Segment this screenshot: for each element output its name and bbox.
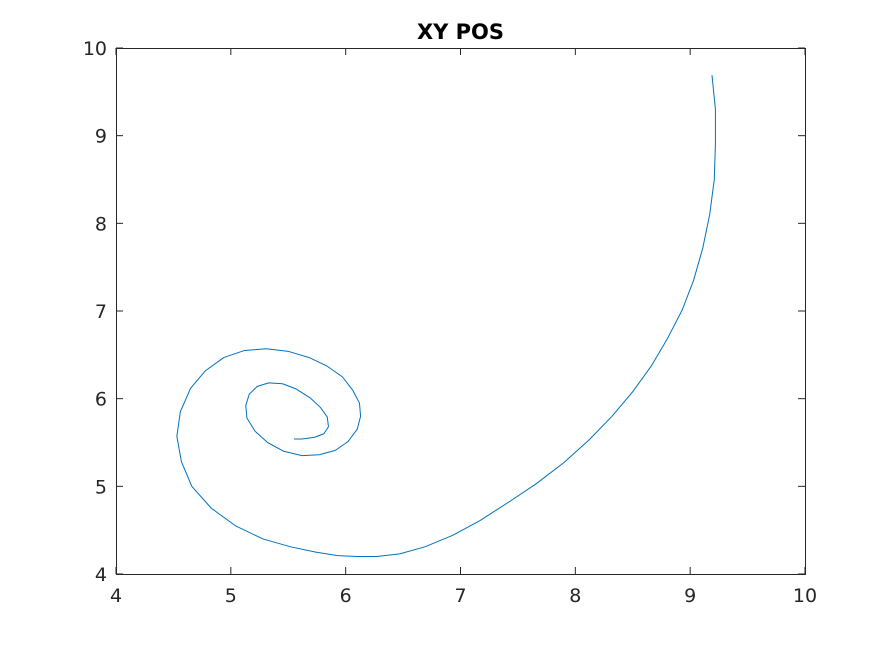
- y-tick-label: 8: [95, 213, 107, 235]
- x-tick-label: 5: [225, 585, 237, 607]
- y-tick-label: 5: [95, 476, 107, 498]
- y-tick-label: 9: [95, 126, 107, 148]
- x-tick-label: 6: [340, 585, 352, 607]
- x-tick-label: 8: [569, 585, 581, 607]
- y-axis: 4 5 6 7 8 9 10: [83, 38, 805, 586]
- x-axis: 4 5 6 7 8 9 10: [110, 48, 817, 607]
- y-tick-label: 4: [95, 564, 107, 586]
- x-tick-label: 10: [793, 585, 817, 607]
- y-tick-label: 7: [95, 301, 107, 323]
- trajectory-series: [176, 75, 716, 557]
- plot-area: [116, 48, 805, 574]
- y-tick-label: 10: [83, 38, 107, 60]
- x-tick-label: 9: [684, 585, 696, 607]
- trajectory-line: [176, 75, 716, 557]
- chart-title: XY POS: [417, 20, 504, 44]
- plot-frame: [116, 48, 806, 575]
- y-tick-label: 6: [95, 389, 107, 411]
- x-tick-label: 7: [454, 585, 466, 607]
- x-tick-label: 4: [110, 585, 122, 607]
